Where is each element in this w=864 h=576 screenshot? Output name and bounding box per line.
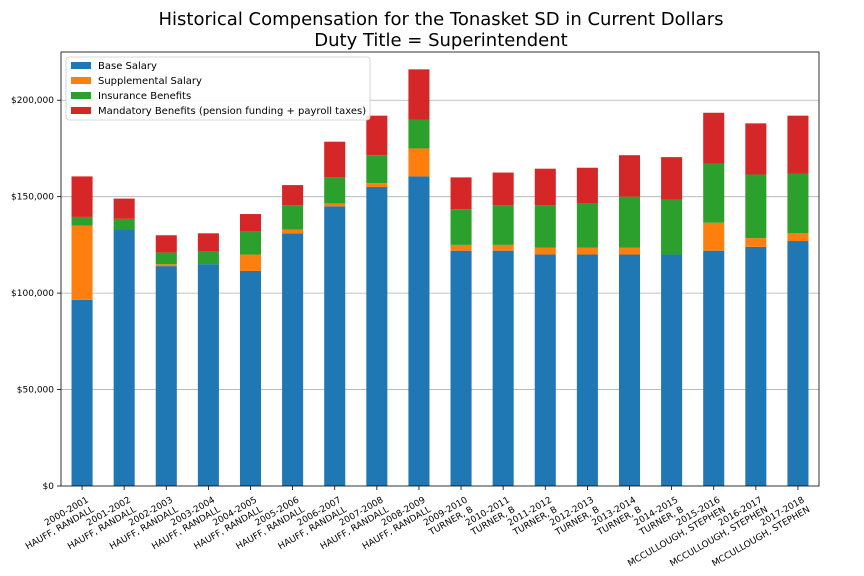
bar-segment — [534, 168, 556, 206]
bar-segment — [576, 203, 598, 248]
legend-box — [65, 56, 371, 121]
bar-segment — [703, 250, 725, 486]
axes-frame — [60, 51, 820, 487]
bar-segment — [787, 115, 809, 174]
bar-segment — [155, 235, 177, 253]
bar-segment — [71, 176, 93, 217]
bar-segment — [745, 174, 767, 239]
bar-segment — [324, 203, 346, 207]
bar-segment — [703, 222, 725, 251]
bar-segment — [661, 254, 683, 486]
bar-segment — [408, 69, 430, 120]
bar-segment — [155, 264, 177, 267]
chart-title-line-2: Duty Title = Superintendent — [314, 30, 567, 51]
bar-segment — [787, 233, 809, 242]
bar-segment — [113, 229, 135, 487]
bar-segment — [492, 172, 514, 206]
bar-segment — [450, 244, 472, 251]
bar-segment — [239, 231, 262, 255]
bar-segment — [745, 246, 767, 486]
bar-segment — [155, 252, 177, 265]
bar-segment — [366, 155, 388, 184]
bar-segment — [576, 167, 598, 204]
bar-segment — [492, 244, 514, 251]
bar-segment — [71, 216, 93, 226]
y-tick-label: $200,000 — [11, 96, 54, 106]
bar-segment — [661, 157, 683, 200]
bar-segment — [408, 119, 430, 149]
bar-segment — [745, 238, 767, 247]
title: Historical Compensation for the Tonasket… — [159, 9, 724, 51]
bar-segment — [618, 196, 641, 248]
bar-segment — [324, 141, 346, 178]
bar-segment — [787, 241, 809, 486]
bar-segment — [282, 229, 304, 234]
bar-segment — [450, 209, 472, 245]
y-tick-label: $100,000 — [11, 289, 54, 299]
bar-segment — [239, 270, 262, 486]
bar-segment — [282, 233, 304, 486]
legend-label: Supplemental Salary — [98, 76, 202, 87]
bar-segment — [703, 163, 725, 223]
bar-segment — [366, 183, 388, 188]
bar-segment — [282, 185, 304, 206]
bar-segment — [450, 250, 472, 486]
plot-area: $0$50,000$100,000$150,000$200,0002000-20… — [11, 51, 820, 569]
y-tick-label: $150,000 — [11, 193, 54, 203]
bar-segment — [71, 299, 93, 486]
bar-segment — [576, 254, 598, 486]
legend-label: Insurance Benefits — [98, 91, 191, 102]
bar-segment — [534, 205, 556, 248]
bar-segment — [618, 254, 641, 486]
bar-segment — [534, 254, 556, 486]
legend: Base Salary Supplemental Salary Insurance … — [65, 56, 371, 121]
y-tick-label: $0 — [43, 482, 55, 492]
bar-segment — [576, 247, 598, 255]
bar-segment — [618, 247, 641, 255]
bar-segment — [324, 206, 346, 487]
bar-segment — [745, 123, 767, 175]
bar-segment — [703, 112, 725, 164]
legend-swatch — [71, 77, 91, 84]
legend-swatch — [71, 62, 91, 69]
bar-segment — [366, 187, 388, 486]
legend-label: Base Salary — [98, 61, 157, 72]
bar-segment — [366, 115, 388, 156]
bar-segment — [787, 173, 809, 234]
bar-segment — [239, 214, 262, 232]
legend-swatch — [71, 107, 91, 114]
bar-segment — [71, 225, 93, 300]
bar-segment — [450, 177, 472, 210]
bar-segment — [534, 247, 556, 255]
bar-segment — [408, 148, 430, 177]
bar-segment — [197, 233, 219, 252]
bar-segment — [239, 254, 262, 271]
bar-segment — [324, 177, 346, 204]
bar-segment — [113, 198, 135, 219]
y-tick-label: $50,000 — [17, 386, 54, 396]
bar-segment — [661, 199, 683, 255]
legend-swatch — [71, 92, 91, 99]
bar-segment — [618, 155, 641, 197]
bar-segment — [408, 176, 430, 486]
chart-title-line-1: Historical Compensation for the Tonasket… — [159, 9, 724, 30]
bar-segment — [197, 264, 219, 486]
bar-segment — [492, 205, 514, 245]
bar-segment — [197, 251, 219, 265]
bar-segment — [282, 205, 304, 230]
bar-segment — [492, 250, 514, 486]
legend-label: Mandatory Benefits (pension funding + pa… — [98, 106, 366, 117]
bar-segment — [113, 218, 135, 230]
bar-segment — [155, 266, 177, 486]
